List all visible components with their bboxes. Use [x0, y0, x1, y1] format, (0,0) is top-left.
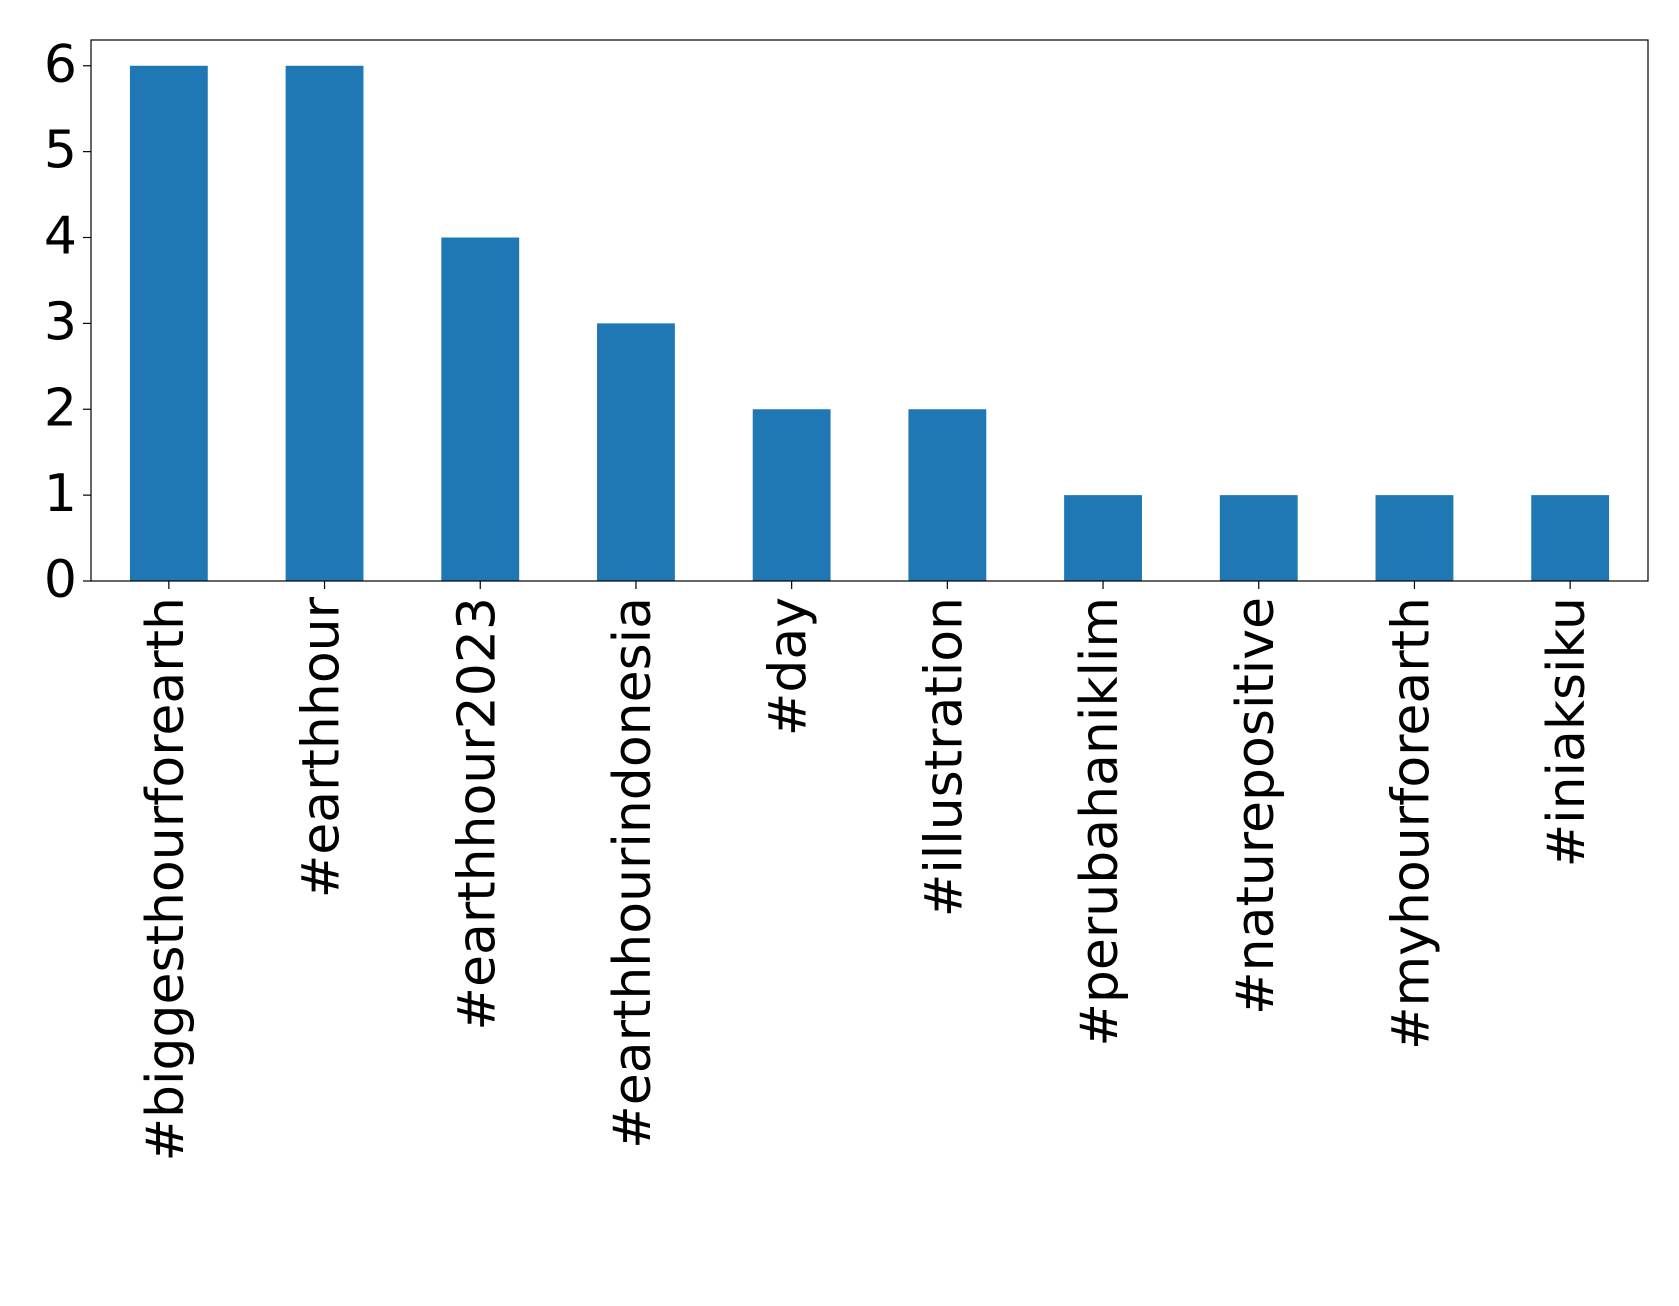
y-tick-label: 0 — [44, 550, 77, 610]
bar — [285, 65, 364, 581]
bar — [1375, 495, 1454, 581]
bar — [441, 237, 520, 581]
bar — [597, 323, 675, 581]
bar — [129, 65, 208, 581]
y-tick-label: 1 — [44, 464, 77, 524]
x-tick-label: #naturepositive — [1226, 597, 1286, 1015]
x-tick-label: #biggesthourforearth — [136, 597, 196, 1162]
x-tick-label: #perubahaniklim — [1070, 597, 1130, 1047]
plot-frame — [90, 39, 1649, 582]
y-tick-label: 4 — [44, 207, 77, 267]
x-tick-label: #earthhour — [292, 596, 352, 898]
x-tick-label: #earthhour2023 — [447, 597, 507, 1031]
bar — [1064, 495, 1142, 581]
x-tick-label: #myhourforearth — [1381, 597, 1441, 1050]
bar — [908, 409, 987, 581]
bar — [1531, 495, 1610, 581]
x-tick-label: #day — [759, 597, 819, 736]
bar — [752, 409, 831, 581]
x-tick-label: #earthhourindonesia — [603, 597, 663, 1149]
x-tick-label: #iniaksiku — [1537, 597, 1597, 867]
y-tick-label: 3 — [44, 292, 77, 352]
y-tick-label: 2 — [44, 378, 77, 438]
x-tick-label: #illustration — [914, 597, 974, 917]
bar — [1219, 495, 1298, 581]
y-tick-label: 6 — [44, 35, 77, 95]
y-tick-label: 5 — [44, 121, 77, 181]
